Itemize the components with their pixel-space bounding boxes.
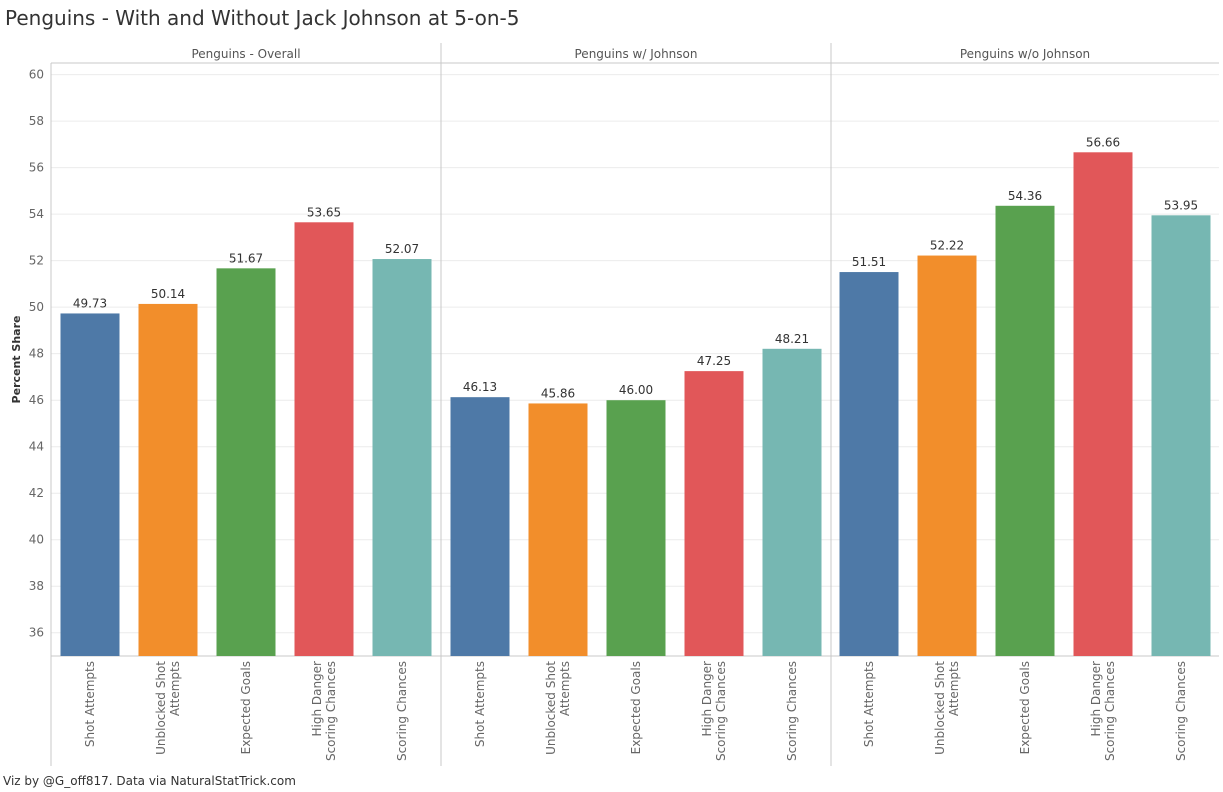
y-tick-label: 52 bbox=[29, 254, 44, 268]
data-label: 46.13 bbox=[463, 380, 497, 394]
bar bbox=[138, 303, 198, 656]
x-tick-label: Expected Goals bbox=[239, 661, 253, 754]
data-label: 51.67 bbox=[229, 251, 263, 265]
bar bbox=[372, 259, 432, 656]
x-tick-label: High Danger bbox=[700, 661, 714, 737]
data-label: 46.00 bbox=[619, 383, 653, 397]
y-tick-label: 46 bbox=[29, 393, 44, 407]
x-tick-label: Attempts bbox=[558, 661, 572, 716]
x-tick-label: Attempts bbox=[168, 661, 182, 716]
data-label: 53.95 bbox=[1164, 198, 1198, 212]
bar bbox=[1151, 215, 1211, 656]
bar bbox=[606, 400, 666, 656]
x-tick-label: High Danger bbox=[310, 661, 324, 737]
x-tick-label: Attempts bbox=[947, 661, 961, 716]
bar bbox=[995, 205, 1055, 656]
y-tick-label: 40 bbox=[29, 533, 44, 547]
x-tick-label: Expected Goals bbox=[629, 661, 643, 754]
bar bbox=[60, 313, 120, 656]
bar bbox=[839, 272, 899, 656]
data-label: 54.36 bbox=[1008, 189, 1042, 203]
bar bbox=[450, 397, 510, 656]
x-tick-label: Expected Goals bbox=[1018, 661, 1032, 754]
panel-header: Penguins w/o Johnson bbox=[960, 47, 1090, 61]
data-label: 51.51 bbox=[852, 255, 886, 269]
y-tick-label: 60 bbox=[29, 68, 44, 82]
x-tick-label: Scoring Chances bbox=[324, 661, 338, 761]
x-tick-label: Shot Attempts bbox=[473, 661, 487, 747]
data-label: 50.14 bbox=[151, 287, 185, 301]
bar bbox=[762, 348, 822, 656]
x-tick-label: Unblocked Shot bbox=[544, 661, 558, 755]
data-label: 49.73 bbox=[73, 296, 107, 310]
y-tick-label: 44 bbox=[29, 440, 44, 454]
y-tick-label: 54 bbox=[29, 207, 44, 221]
x-tick-label: Scoring Chances bbox=[1174, 661, 1188, 761]
data-label: 52.07 bbox=[385, 242, 419, 256]
data-label: 56.66 bbox=[1086, 135, 1120, 149]
bar bbox=[294, 222, 354, 656]
y-tick-label: 58 bbox=[29, 114, 44, 128]
data-label: 48.21 bbox=[775, 332, 809, 346]
x-tick-label: Unblocked Shot bbox=[154, 661, 168, 755]
data-label: 53.65 bbox=[307, 205, 341, 219]
y-tick-label: 36 bbox=[29, 626, 44, 640]
data-label: 52.22 bbox=[930, 239, 964, 253]
x-tick-label: Shot Attempts bbox=[83, 661, 97, 747]
chart-title: Penguins - With and Without Jack Johnson… bbox=[5, 6, 520, 30]
y-axis-title: Percent Share bbox=[10, 316, 23, 404]
bar bbox=[528, 403, 588, 656]
y-tick-label: 48 bbox=[29, 347, 44, 361]
x-tick-label: Scoring Chances bbox=[714, 661, 728, 761]
bar bbox=[684, 371, 744, 656]
bar bbox=[1073, 152, 1133, 656]
bar bbox=[216, 268, 276, 656]
data-label: 45.86 bbox=[541, 386, 575, 400]
y-tick-label: 42 bbox=[29, 486, 44, 500]
y-tick-label: 50 bbox=[29, 300, 44, 314]
x-tick-label: Unblocked Shot bbox=[933, 661, 947, 755]
y-tick-label: 38 bbox=[29, 579, 44, 593]
x-tick-label: Scoring Chances bbox=[1103, 661, 1117, 761]
y-tick-label: 56 bbox=[29, 161, 44, 175]
panel-header: Penguins w/ Johnson bbox=[575, 47, 698, 61]
footer-credit: Viz by @G_off817. Data via NaturalStatTr… bbox=[3, 774, 296, 788]
x-tick-label: High Danger bbox=[1089, 661, 1103, 737]
x-tick-label: Scoring Chances bbox=[395, 661, 409, 761]
x-tick-label: Scoring Chances bbox=[785, 661, 799, 761]
panel-header: Penguins - Overall bbox=[191, 47, 300, 61]
x-tick-label: Shot Attempts bbox=[862, 661, 876, 747]
bar bbox=[917, 255, 977, 656]
data-label: 47.25 bbox=[697, 354, 731, 368]
